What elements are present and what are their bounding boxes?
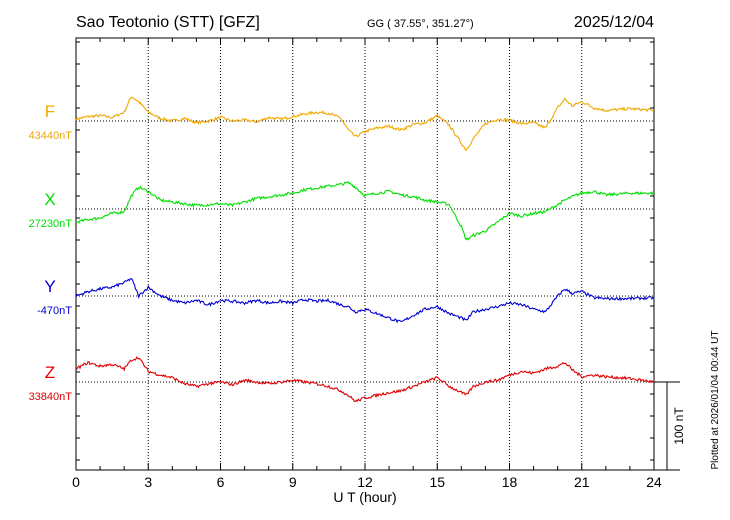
series-lines — [75, 96, 655, 403]
station-title: Sao Teotonio (STT) [GFZ] — [76, 14, 260, 31]
x-tick-label: 24 — [646, 474, 662, 490]
x-tick-label: 6 — [217, 474, 225, 490]
date-label: 2025/12/04 — [574, 14, 654, 31]
x-tick-label: 0 — [72, 474, 80, 490]
series-line-z — [75, 356, 655, 403]
scale-bar-label: 100 nT — [672, 407, 686, 445]
series-line-f — [75, 96, 655, 152]
x-tick-label: 12 — [357, 474, 373, 490]
series-labels: F 43440nT X 27230nT Y -470nT Z 33840nT — [29, 102, 73, 403]
x-tick-label: 15 — [429, 474, 445, 490]
series-baseline-f: 43440nT — [29, 130, 73, 142]
plotted-timestamp: Plotted at 2026/01/04 00:44 UT — [710, 331, 721, 470]
x-tick-label: 3 — [144, 474, 152, 490]
grid-lines — [76, 38, 654, 470]
series-line-y — [75, 278, 655, 324]
x-axis-title: U T (hour) — [333, 489, 396, 505]
scale-bar: 100 nT — [654, 381, 686, 471]
series-name-z: Z — [45, 363, 55, 382]
x-tick-label: 21 — [574, 474, 590, 490]
coordinates-label: GG ( 37.55°, 351.27°) — [367, 18, 474, 30]
series-name-x: X — [44, 190, 55, 209]
series-baseline-x: 27230nT — [29, 218, 73, 230]
x-tick-label: 18 — [502, 474, 518, 490]
x-tick-labels: 0 3 6 9 12 15 18 21 24 — [72, 474, 662, 490]
x-tick-label: 9 — [289, 474, 297, 490]
series-name-y: Y — [44, 277, 55, 296]
series-line-x — [76, 180, 655, 241]
series-name-f: F — [45, 102, 55, 121]
series-baseline-y: -470nT — [37, 305, 72, 317]
series-baseline-z: 33840nT — [29, 391, 73, 403]
axis-ticks — [75, 38, 655, 470]
